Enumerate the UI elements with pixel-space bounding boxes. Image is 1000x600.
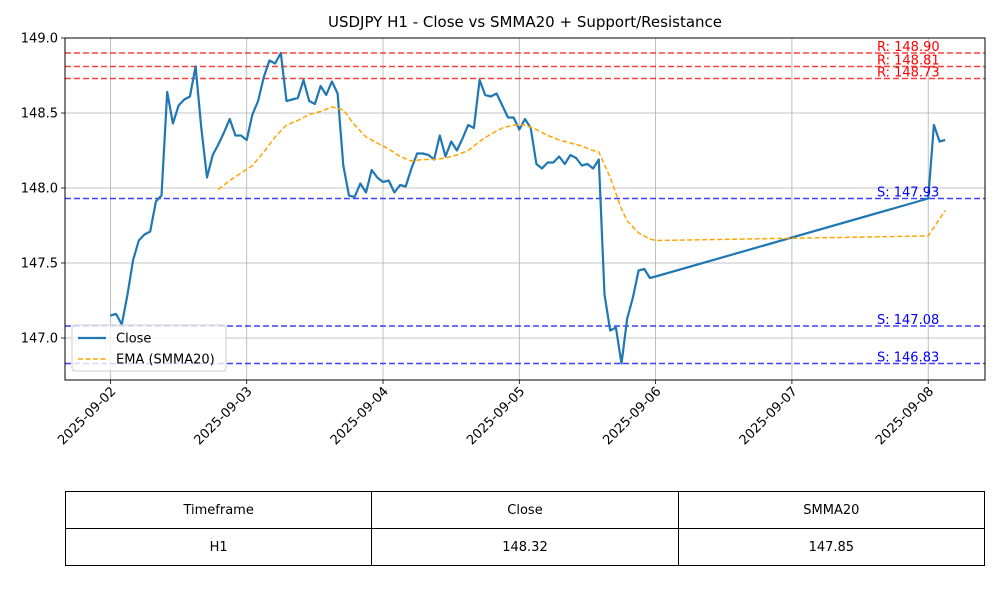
level-labels: R: 148.90R: 148.81R: 148.73 S: 147.93 S: 1… bbox=[877, 40, 940, 366]
table-header-timeframe: Timeframe bbox=[64, 491, 373, 529]
support-level-label: S: 147.93 bbox=[877, 186, 939, 201]
x-tick-label: 2025-09-04 bbox=[328, 384, 392, 448]
x-tick-label: 2025-09-03 bbox=[192, 384, 256, 448]
table-row: H1 148.32 147.85 bbox=[64, 528, 986, 566]
table-cell-timeframe: H1 bbox=[64, 528, 373, 566]
y-tick-label: 147.0 bbox=[21, 332, 58, 347]
chart: USDJPY H1 - Close vs SMMA20 + Support/Re… bbox=[21, 13, 986, 448]
legend-box bbox=[71, 324, 227, 372]
y-tick-label: 148.0 bbox=[21, 182, 58, 197]
table-cell-smma20: 147.85 bbox=[677, 528, 986, 566]
table-header-smma20: SMMA20 bbox=[677, 491, 986, 529]
support-level-label: S: 147.08 bbox=[877, 313, 939, 328]
resistance-level-label: R: 148.81 bbox=[877, 54, 940, 69]
x-tick-label: 2025-09-08 bbox=[873, 384, 937, 448]
legend-label: Close bbox=[116, 332, 151, 347]
y-tick-label: 148.5 bbox=[21, 107, 58, 122]
table-header-row: Timeframe Close SMMA20 bbox=[64, 491, 986, 529]
y-tick-label: 149.0 bbox=[21, 32, 58, 47]
x-tick-label: 2025-09-02 bbox=[55, 384, 119, 448]
resistance-level-label: R: 148.90 bbox=[877, 40, 940, 55]
x-tick-label: 2025-09-07 bbox=[737, 384, 801, 448]
legend-label: EMA (SMMA20) bbox=[116, 353, 215, 368]
support-level-label: S: 146.83 bbox=[877, 351, 939, 366]
resistance-level-label: R: 148.73 bbox=[877, 66, 940, 81]
series-line-smma20 bbox=[217, 106, 946, 242]
series-line-close bbox=[110, 51, 946, 365]
table-header-close: Close bbox=[371, 491, 679, 529]
summary-table: Timeframe Close SMMA20 H1 148.32 147.85 bbox=[64, 491, 986, 566]
series bbox=[110, 51, 946, 365]
legend: Close EMA (SMMA20) bbox=[71, 324, 227, 372]
y-tick-label: 147.5 bbox=[21, 257, 58, 272]
plot-frame bbox=[64, 37, 986, 381]
table-cell-close: 148.32 bbox=[371, 528, 679, 566]
chart-title: USDJPY H1 - Close vs SMMA20 + Support/Re… bbox=[328, 13, 722, 31]
x-tick-label: 2025-09-05 bbox=[464, 384, 528, 448]
support-resistance-levels bbox=[65, 52, 985, 365]
x-tick-label: 2025-09-06 bbox=[600, 384, 664, 448]
